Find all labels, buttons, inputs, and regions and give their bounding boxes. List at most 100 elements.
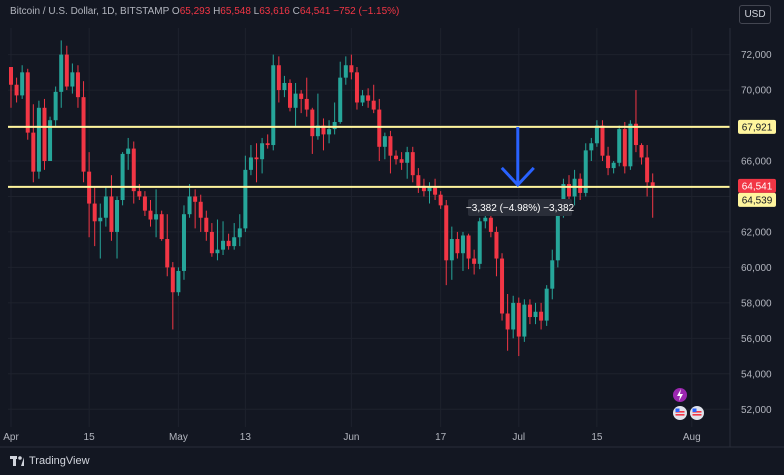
candle [360,90,365,107]
candle-body [505,313,510,330]
time-tick-label: May [169,432,188,443]
candle [254,143,259,183]
candle-body [399,159,404,163]
tradingview-logo-icon [10,456,24,466]
candle-body [120,153,125,201]
candle-body [282,82,287,91]
flag-stripe [675,411,685,413]
us-flag-event-icon[interactable] [690,406,704,420]
candle [187,184,192,218]
candle-body [198,201,203,218]
candle [282,75,287,98]
candle-body [338,77,343,122]
candle [472,249,477,275]
high-label: H [213,6,221,17]
candle-body [260,143,265,160]
candle [181,205,186,280]
candle-body [555,212,560,261]
candle [288,79,292,112]
candle-body [193,196,198,202]
candle-body [394,155,399,160]
candle-body [115,200,120,232]
candle [349,54,354,80]
candle [170,262,175,330]
candle-body [131,148,136,192]
candle-body [488,217,493,232]
candle-body [288,82,292,108]
candle-body [472,258,477,264]
candle [75,65,80,108]
last-price-tag: 64,541 [742,181,773,192]
candle [583,143,588,197]
candle-body [92,203,97,222]
candle [416,168,421,193]
candle [42,98,47,170]
time-tick-label: Jul [512,432,525,443]
candle-body [622,129,627,167]
candle-body [254,157,259,160]
candle [460,231,465,271]
level-price-tag-bg [738,192,776,207]
candle [466,233,471,270]
event-markers[interactable] [673,388,704,420]
candle-body [9,67,13,85]
candle-body [226,240,231,247]
time-tick-label: Jun [343,432,359,443]
candles [9,40,655,357]
candle [511,295,516,339]
candle-body [561,184,566,213]
candle-body [500,258,505,314]
candle [310,107,315,154]
candle-body [578,178,583,193]
candle [377,98,382,161]
candle [81,81,86,183]
candle [494,226,499,277]
candle-body [611,162,616,169]
candle-body [165,239,170,268]
candle-body [48,120,53,161]
candle-body [377,109,382,147]
candle [209,223,214,257]
candle [70,63,75,94]
currency-button[interactable]: USD [739,5,771,24]
last-price-tag-bg [738,178,776,193]
candle [154,189,159,238]
measure-tool[interactable]: −3,382 (−4.98%) −3,382 [466,126,575,216]
low-label: L [253,6,260,17]
flag-stripe [692,411,702,413]
level-price-tag: 67,921 [742,122,773,133]
time-axis[interactable]: Apr 15 May 13 Jun 17 Jul 15 Aug [0,432,784,448]
candle-body [126,148,131,154]
tradingview-brand[interactable]: TradingView [10,455,90,467]
candle-body [533,311,538,318]
candle-body [237,228,242,238]
candle [14,77,19,103]
candle-body [221,240,226,250]
close-value: 64,541 [299,6,331,17]
candle-body [433,187,438,195]
candle [271,54,276,151]
candle [617,125,622,167]
flag-canton [692,408,697,412]
candle [260,137,265,174]
candle-body [382,136,387,147]
candle [606,146,611,176]
candle-body [511,302,516,330]
price-axis[interactable]: 52,00054,00056,00058,00060,00062,00064,0… [729,28,776,447]
candle [20,65,25,99]
candle-body [522,304,527,337]
candle [115,196,120,259]
candle [126,137,131,170]
candle-body [449,239,454,261]
candle [410,146,415,183]
us-flag-event-icon[interactable] [673,406,687,420]
candle [204,210,209,241]
candle-body [650,182,655,187]
candle [226,233,231,250]
candle [522,299,527,342]
candle [327,120,332,144]
candle-body [633,123,638,146]
change-value: −752 (−1.15%) [333,6,400,17]
candle-body [20,72,25,96]
